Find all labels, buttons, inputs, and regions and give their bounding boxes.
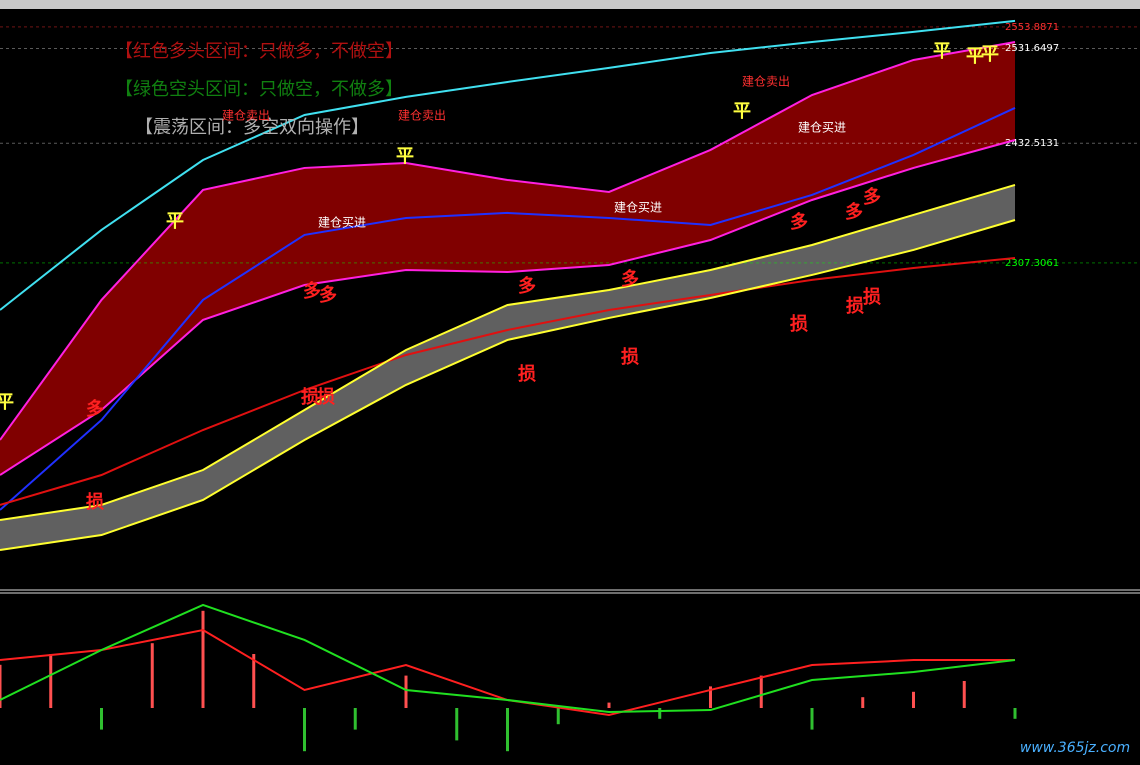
- signal-label: 损: [846, 295, 864, 317]
- signal-label: 损: [518, 363, 536, 385]
- signal-label: 平: [933, 41, 951, 62]
- signal-label: 平: [0, 392, 14, 413]
- signal-label: 多: [863, 186, 881, 208]
- signal-label: 建仓卖出: [742, 75, 790, 89]
- watermark: www.365jz.com: [1020, 740, 1130, 756]
- histogram-bar: [658, 708, 662, 719]
- histogram-bar: [353, 708, 357, 730]
- series-line: [0, 107, 1016, 511]
- y-tick-label: 2432.5131: [1005, 138, 1059, 149]
- signal-label: 平: [733, 101, 751, 122]
- signal-label: 损: [621, 346, 639, 368]
- series-line: [0, 40, 1016, 441]
- histogram-bar: [303, 708, 306, 752]
- histogram-bar: [861, 697, 865, 708]
- signal-label: 多: [319, 284, 337, 306]
- series-line: [0, 19, 1016, 311]
- signal-label: 多: [790, 211, 808, 233]
- histogram-bar: [962, 681, 966, 708]
- series-line: [0, 219, 1016, 551]
- histogram-bar: [49, 654, 53, 708]
- series-line: [0, 257, 1016, 506]
- band-fill: [0, 184, 1015, 550]
- histogram-bar: [506, 708, 509, 752]
- signal-label: 建仓卖出: [222, 109, 270, 123]
- signal-label: 建仓卖出: [398, 109, 446, 123]
- signal-label: 建仓买进: [318, 216, 366, 230]
- histogram-bar: [404, 675, 408, 708]
- signal-label: 建仓买进: [614, 201, 662, 215]
- signal-label: 损: [863, 286, 881, 308]
- histogram-bar: [0, 664, 2, 708]
- histogram-bar: [150, 643, 154, 708]
- signal-label: 建仓买进: [798, 121, 846, 135]
- histogram-bar: [709, 686, 712, 708]
- zone-legend: 【绿色空头区间：只做空，不做多】: [115, 79, 403, 100]
- histogram-bar: [100, 708, 103, 730]
- series-line: [0, 603, 1016, 713]
- y-tick-label: 2553.8871: [1005, 22, 1059, 33]
- histogram-bar: [810, 708, 814, 730]
- zone-legend: 【震荡区间：多空双向操作】: [135, 117, 369, 138]
- series-line: [0, 139, 1016, 476]
- histogram-bar: [1013, 708, 1017, 719]
- histogram-bar: [912, 691, 915, 708]
- band-fill: [0, 41, 1015, 476]
- signal-label: 平: [981, 44, 999, 65]
- y-tick-label: 2531.6497: [1005, 43, 1059, 54]
- histogram-bar: [556, 708, 560, 725]
- signal-label: 损: [301, 386, 319, 408]
- histogram-bar: [201, 610, 205, 708]
- series-line: [0, 184, 1016, 521]
- signal-label: 多: [303, 280, 321, 302]
- signal-label: 损: [317, 386, 335, 408]
- histogram-bar: [252, 654, 256, 708]
- histogram-bar: [759, 675, 763, 708]
- histogram-bar: [455, 708, 459, 741]
- signal-label: 平: [166, 211, 184, 232]
- signal-label: 多: [86, 398, 104, 420]
- zone-legend: 【红色多头区间：只做多，不做空】: [115, 41, 403, 62]
- signal-label: 损: [790, 313, 808, 335]
- signal-label: 多: [621, 268, 639, 290]
- signal-label: 多: [518, 275, 536, 297]
- y-tick-label: 2307.3061: [1005, 258, 1059, 269]
- signal-label: 多: [845, 201, 863, 223]
- histogram-bar: [607, 702, 611, 708]
- signal-label: 平: [966, 46, 984, 67]
- toolbar: [0, 0, 1140, 9]
- signal-label: 损: [86, 491, 104, 513]
- signal-label: 平: [396, 146, 414, 167]
